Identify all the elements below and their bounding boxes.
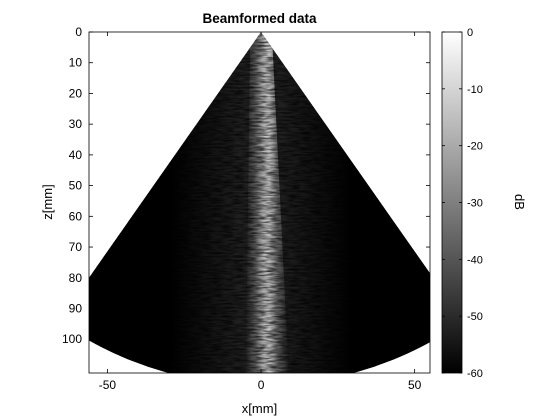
colorbar-tick-label: -10: [467, 84, 483, 96]
y-tick-label: 80: [69, 271, 83, 285]
x-tick-label: -50: [99, 378, 117, 392]
colorbar-label: dB: [512, 194, 527, 210]
x-tick-label: 50: [408, 378, 422, 392]
x-tick-label: 0: [258, 378, 265, 392]
y-tick-label: 90: [69, 301, 83, 315]
colorbar-ticks: 0 -10 -20 -30 -40 -50 -60: [442, 27, 483, 380]
y-tick-label: 10: [69, 56, 83, 70]
y-axis-label: z[mm]: [40, 184, 55, 219]
colorbar-tick-label: -30: [467, 198, 483, 210]
speckle-texture: [89, 32, 430, 373]
colorbar-tick-label: -20: [467, 141, 483, 153]
y-tick-label: 0: [75, 25, 82, 39]
x-axis: -50 0 50: [99, 32, 422, 392]
y-tick-label: 60: [69, 209, 83, 223]
colorbar-tick-label: -50: [467, 311, 483, 323]
colorbar-tick-label: 0: [467, 27, 473, 39]
x-axis-label: x[mm]: [242, 401, 277, 416]
y-tick-label: 20: [69, 86, 83, 100]
image-area: [89, 32, 430, 373]
y-tick-label: 30: [69, 117, 83, 131]
y-tick-label: 50: [69, 179, 83, 193]
y-axis: 0 10 20 30 40 50 60 70 80 90 100: [62, 25, 430, 346]
plot-frame: [88, 31, 431, 374]
y-tick-label: 40: [69, 148, 83, 162]
chart-title: Beamformed data: [202, 11, 317, 26]
colorbar-tick-label: -40: [467, 254, 483, 266]
y-tick-label: 70: [69, 240, 83, 254]
y-tick-label: 100: [62, 332, 82, 346]
colorbar-tick-label: -60: [467, 368, 483, 380]
